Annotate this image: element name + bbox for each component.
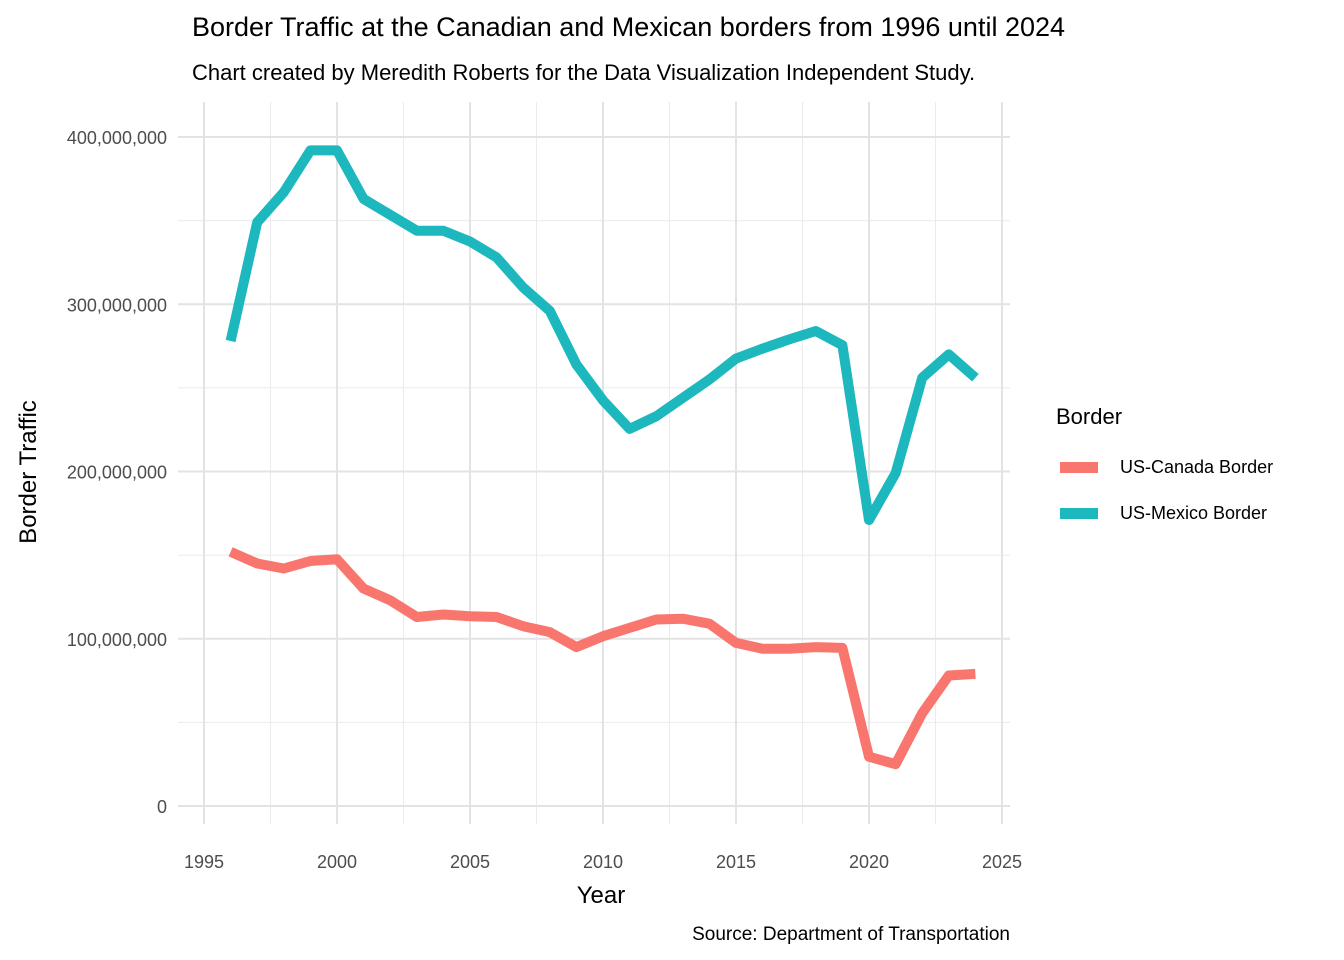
legend-key-mexico	[1060, 507, 1098, 519]
y-tick-label: 0	[157, 797, 167, 817]
chart-subtitle: Chart created by Meredith Roberts for th…	[192, 60, 976, 85]
x-tick-label: 2025	[982, 852, 1022, 872]
series-line-us-mexico	[225, 145, 979, 525]
x-tick-label: 2010	[583, 852, 623, 872]
x-axis-ticks: 1995 2000 2005 2010 2015 2020 2025	[184, 852, 1022, 872]
y-axis-ticks: 0 100,000,000 200,000,000 300,000,000 400,00…	[67, 128, 167, 817]
y-tick-label: 300,000,000	[67, 295, 167, 315]
legend: Border US-Canada Border US-Mexico Border	[1056, 404, 1273, 536]
major-gridlines	[178, 102, 1010, 824]
x-tick-label: 2015	[716, 852, 756, 872]
legend-key-canada	[1060, 461, 1098, 473]
x-tick-label: 1995	[184, 852, 224, 872]
x-tick-label: 2005	[450, 852, 490, 872]
y-tick-label: 400,000,000	[67, 128, 167, 148]
chart-caption: Source: Department of Transportation	[692, 924, 1010, 945]
minor-gridlines	[178, 102, 1010, 824]
x-tick-label: 2000	[317, 852, 357, 872]
y-tick-label: 100,000,000	[67, 630, 167, 650]
y-tick-label: 200,000,000	[67, 463, 167, 483]
legend-item-canada: US-Canada Border	[1056, 444, 1273, 490]
x-axis-label: Year	[577, 882, 626, 909]
chart-title: Border Traffic at the Canadian and Mexic…	[192, 12, 1066, 42]
legend-item-mexico: US-Mexico Border	[1056, 490, 1273, 536]
legend-title: Border	[1056, 404, 1123, 429]
legend-label-mexico: US-Mexico Border	[1120, 502, 1268, 523]
y-axis-label: Border Traffic	[15, 400, 42, 544]
x-tick-label: 2020	[849, 852, 889, 872]
series-lines	[225, 145, 979, 770]
series-line-us-canada	[228, 547, 976, 770]
legend-label-canada: US-Canada Border	[1120, 456, 1274, 477]
